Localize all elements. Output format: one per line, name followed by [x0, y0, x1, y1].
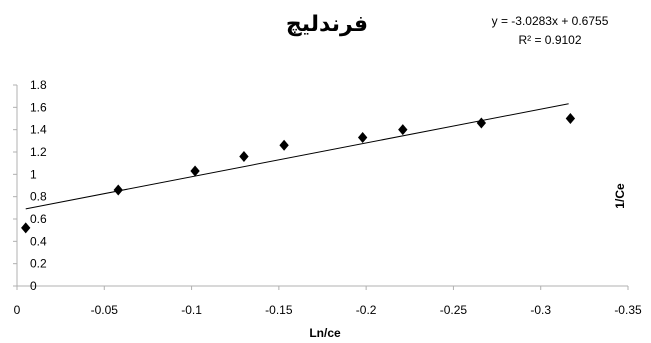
y-tick-label: 0 — [30, 279, 37, 293]
x-axis-ticks: 0 -0.05 -0.1 -0.15 -0.2 -0.25 -0.3 -0.35 — [14, 286, 642, 317]
y-tick-label: 0.4 — [30, 234, 47, 248]
trendline-group — [25, 103, 569, 210]
data-point — [279, 139, 289, 151]
x-tick-label: -0.3 — [530, 303, 551, 317]
y-tick-label: 1.6 — [30, 100, 47, 114]
y-axis-ticks: 0 0.2 0.4 0.6 0.8 1 1.2 1.4 1.6 1.8 — [13, 78, 47, 293]
trendline-equation-box: y = -3.0283x + 0.6755 R² = 0.9102 — [469, 12, 631, 50]
y-tick-label: 1.4 — [30, 123, 47, 137]
x-tick-label: -0.2 — [356, 303, 377, 317]
x-axis-label: Ln/ce — [309, 326, 341, 340]
y-tick-label: 1.2 — [30, 145, 47, 159]
data-point — [190, 165, 200, 177]
trendline-r-squared: R² = 0.9102 — [518, 33, 582, 47]
data-point — [21, 222, 31, 234]
y-tick-label: 1 — [30, 167, 37, 181]
x-tick-label: 0 — [14, 303, 21, 317]
y-tick-label: 0.2 — [30, 257, 47, 271]
data-point — [398, 124, 408, 136]
data-point — [113, 184, 123, 196]
trendline — [25, 103, 569, 210]
y-tick-label: 0.8 — [30, 190, 47, 204]
data-point — [476, 117, 487, 129]
trendline-equation: y = -3.0283x + 0.6755 — [491, 14, 609, 28]
y-tick-label: 0.6 — [30, 212, 47, 226]
data-points — [21, 113, 576, 234]
x-tick-label: -0.05 — [91, 303, 119, 317]
data-point — [239, 150, 249, 162]
x-tick-label: -0.25 — [440, 303, 468, 317]
x-tick-label: -0.15 — [265, 303, 293, 317]
y-axis-label: 1/Ce — [613, 183, 627, 209]
x-tick-label: -0.1 — [181, 303, 202, 317]
x-tick-label: -0.35 — [614, 303, 642, 317]
y-tick-label: 1.8 — [30, 78, 47, 92]
chart-title: فرندليچ — [285, 12, 369, 37]
data-point — [357, 131, 368, 143]
data-point — [565, 113, 576, 124]
